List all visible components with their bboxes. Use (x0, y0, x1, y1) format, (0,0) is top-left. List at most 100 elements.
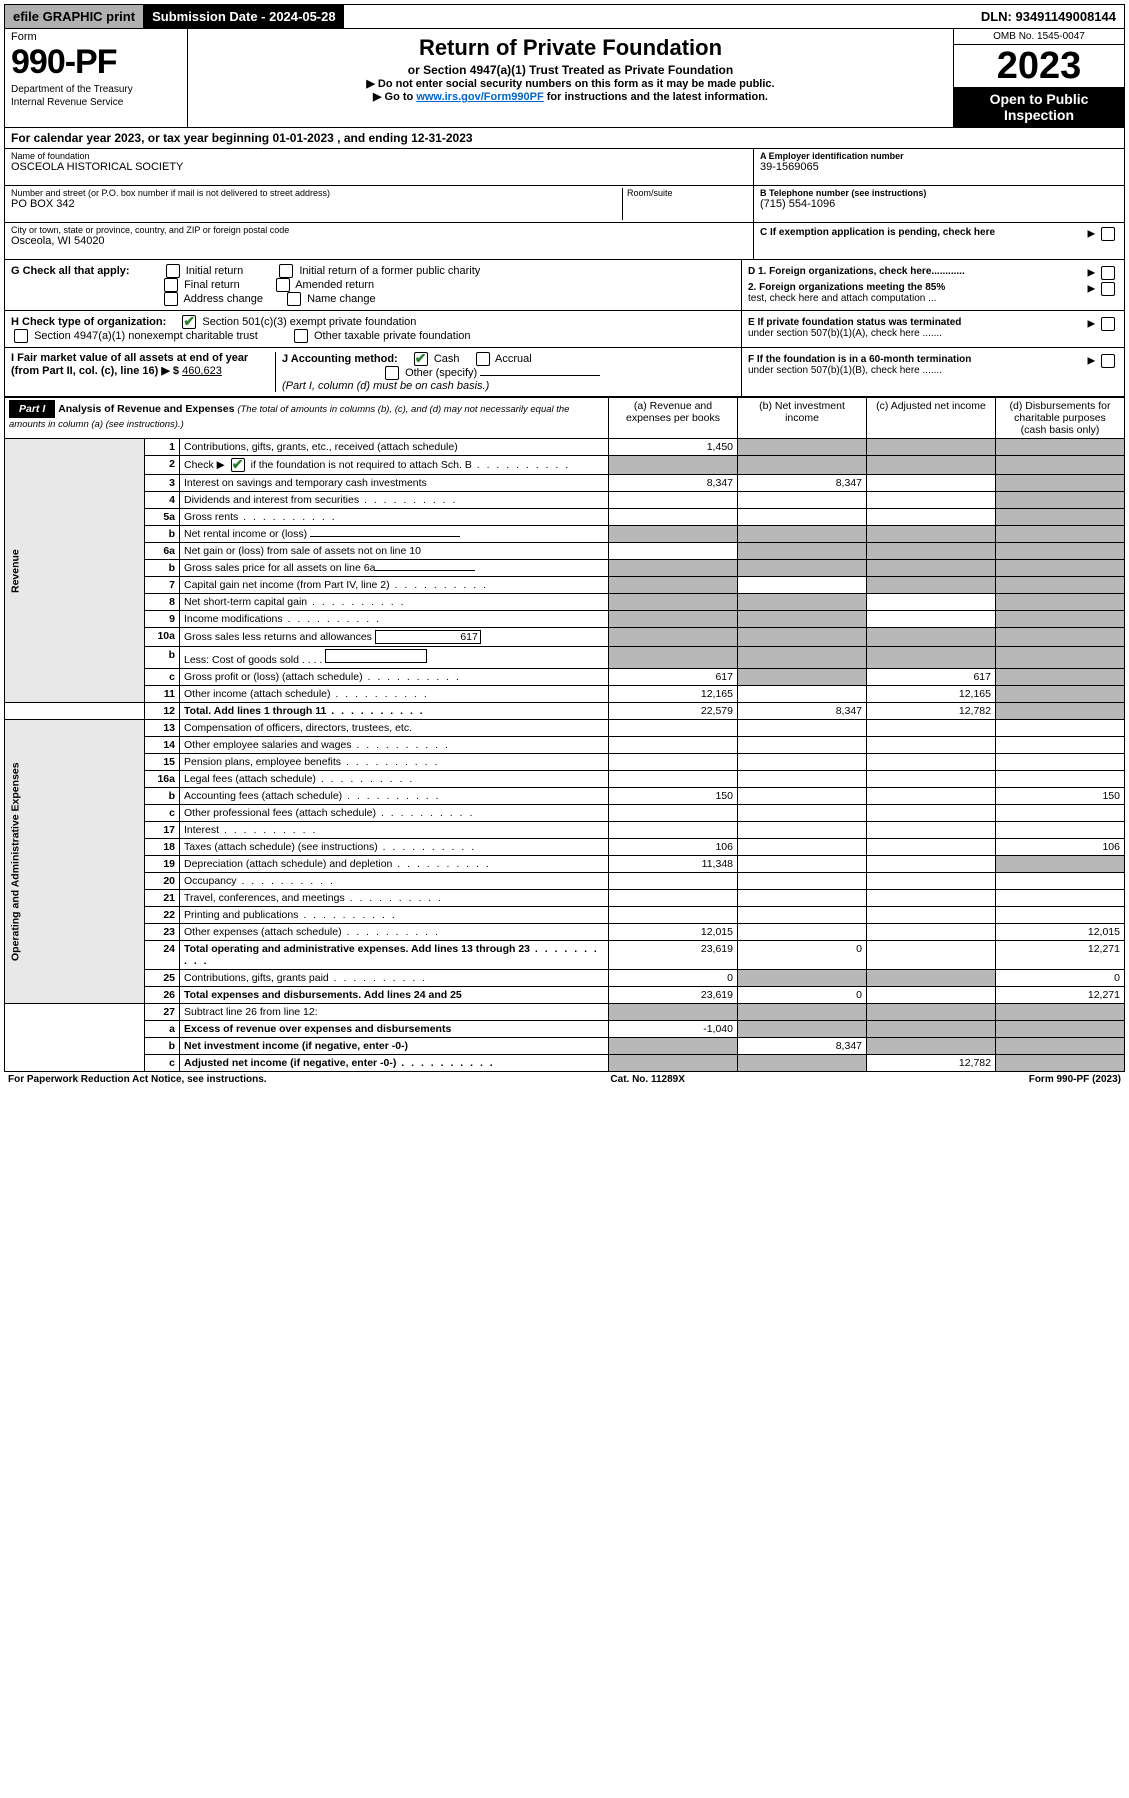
line26-d: 12,271 (996, 987, 1125, 1004)
line6b-desc: Gross sales price for all assets on line… (180, 560, 609, 577)
dln: DLN: 93491149008144 (973, 5, 1124, 28)
section-g-d: G Check all that apply: Initial return I… (4, 260, 1125, 311)
other-method-checkbox[interactable] (385, 366, 399, 380)
form-footer: Form 990-PF (2023) (1029, 1074, 1121, 1085)
foundation-info: Name of foundation OSCEOLA HISTORICAL SO… (4, 149, 1125, 260)
section-h-e: H Check type of organization: Section 50… (4, 311, 1125, 348)
line27b-b: 8,347 (738, 1038, 867, 1055)
city-cell: City or town, state or province, country… (5, 223, 753, 259)
cash-basis-note: (Part I, column (d) must be on cash basi… (282, 380, 489, 392)
line12-desc: Total. Add lines 1 through 11 (180, 703, 609, 720)
efile-print-button[interactable]: efile GRAPHIC print (5, 5, 144, 28)
line6a-desc: Net gain or (loss) from sale of assets n… (180, 543, 609, 560)
paperwork-notice: For Paperwork Reduction Act Notice, see … (8, 1074, 267, 1085)
calendar-year-line: For calendar year 2023, or tax year begi… (4, 128, 1125, 149)
507b1b-checkbox[interactable] (1101, 354, 1115, 368)
form-subtitle: or Section 4947(a)(1) Trust Treated as P… (192, 63, 949, 77)
irs-link[interactable]: www.irs.gov/Form990PF (416, 91, 543, 103)
line27c-c: 12,782 (867, 1055, 996, 1072)
city-state-zip: Osceola, WI 54020 (11, 235, 747, 247)
line7-desc: Capital gain net income (from Part IV, l… (180, 577, 609, 594)
goto-instr: ▶ Go to www.irs.gov/Form990PF for instru… (192, 90, 949, 103)
line16a-desc: Legal fees (attach schedule) (180, 771, 609, 788)
line19-desc: Depreciation (attach schedule) and deple… (180, 856, 609, 873)
dept-treasury: Department of the Treasury (11, 84, 181, 95)
line27-desc: Subtract line 26 from line 12: (180, 1004, 609, 1021)
other-taxable-checkbox[interactable] (294, 329, 308, 343)
line23-d: 12,015 (996, 924, 1125, 941)
irs: Internal Revenue Service (11, 97, 181, 108)
line27a-a: -1,040 (609, 1021, 738, 1038)
foreign-85-checkbox[interactable] (1101, 282, 1115, 296)
line25-a: 0 (609, 970, 738, 987)
line8-desc: Net short-term capital gain (180, 594, 609, 611)
part1-label: Part I (9, 400, 55, 418)
line16c-desc: Other professional fees (attach schedule… (180, 805, 609, 822)
line23-desc: Other expenses (attach schedule) (180, 924, 609, 941)
line10a-val: 617 (375, 630, 481, 644)
line4-desc: Dividends and interest from securities (180, 492, 609, 509)
submission-date: Submission Date - 2024-05-28 (144, 5, 344, 28)
ssn-warning: ▶ Do not enter social security numbers o… (192, 77, 949, 90)
line27c-desc: Adjusted net income (if negative, enter … (180, 1055, 609, 1072)
line27b-desc: Net investment income (if negative, ente… (180, 1038, 609, 1055)
line3-b: 8,347 (738, 475, 867, 492)
initial-return-former-checkbox[interactable] (279, 264, 293, 278)
foundation-name: OSCEOLA HISTORICAL SOCIETY (11, 161, 747, 173)
line11-c: 12,165 (867, 686, 996, 703)
line1-desc: Contributions, gifts, grants, etc., rece… (180, 439, 609, 456)
line11-desc: Other income (attach schedule) (180, 686, 609, 703)
omb-number: OMB No. 1545-0047 (954, 29, 1124, 45)
form-title: Return of Private Foundation (192, 35, 949, 61)
amended-return-checkbox[interactable] (276, 278, 290, 292)
line10a-desc: Gross sales less returns and allowances … (180, 628, 609, 647)
line3-desc: Interest on savings and temporary cash i… (180, 475, 609, 492)
cash-checkbox[interactable] (414, 352, 428, 366)
line18-a: 106 (609, 839, 738, 856)
foreign-org-checkbox[interactable] (1101, 266, 1115, 280)
final-return-checkbox[interactable] (164, 278, 178, 292)
col-c-header: (c) Adjusted net income (867, 398, 996, 439)
address-change-checkbox[interactable] (164, 292, 178, 306)
line26-desc: Total expenses and disbursements. Add li… (180, 987, 609, 1004)
line24-desc: Total operating and administrative expen… (180, 941, 609, 970)
header-left: Form 990-PF Department of the Treasury I… (5, 29, 188, 127)
schb-not-required-checkbox[interactable] (231, 458, 245, 472)
initial-return-checkbox[interactable] (166, 264, 180, 278)
501c3-checkbox[interactable] (182, 315, 196, 329)
part1-table: Part I Analysis of Revenue and Expenses … (4, 397, 1125, 1072)
line3-a: 8,347 (609, 475, 738, 492)
line24-a: 23,619 (609, 941, 738, 970)
line16b-a: 150 (609, 788, 738, 805)
4947a1-checkbox[interactable] (14, 329, 28, 343)
line13-desc: Compensation of officers, directors, tru… (180, 720, 609, 737)
line10b-desc: Less: Cost of goods sold . . . . (180, 647, 609, 669)
line2-desc: Check ▶ if the foundation is not require… (180, 456, 609, 475)
line21-desc: Travel, conferences, and meetings (180, 890, 609, 907)
line11-a: 12,165 (609, 686, 738, 703)
accrual-checkbox[interactable] (476, 352, 490, 366)
open-to-public: Open to Public Inspection (954, 87, 1124, 127)
section-i-j-f: I Fair market value of all assets at end… (4, 348, 1125, 397)
line25-desc: Contributions, gifts, grants paid (180, 970, 609, 987)
line22-desc: Printing and publications (180, 907, 609, 924)
line10c-desc: Gross profit or (loss) (attach schedule) (180, 669, 609, 686)
cat-no: Cat. No. 11289X (610, 1074, 684, 1085)
line26-b: 0 (738, 987, 867, 1004)
header-title-block: Return of Private Foundation or Section … (188, 29, 953, 127)
line12-b: 8,347 (738, 703, 867, 720)
507b1a-checkbox[interactable] (1101, 317, 1115, 331)
line18-d: 106 (996, 839, 1125, 856)
exemption-pending-checkbox[interactable] (1101, 227, 1115, 241)
line25-d: 0 (996, 970, 1125, 987)
name-change-checkbox[interactable] (287, 292, 301, 306)
line16b-d: 150 (996, 788, 1125, 805)
line26-a: 23,619 (609, 987, 738, 1004)
street-address: PO BOX 342 (11, 198, 622, 210)
room-suite-label: Room/suite (627, 188, 747, 198)
line14-desc: Other employee salaries and wages (180, 737, 609, 754)
g-label: G Check all that apply: (11, 265, 130, 277)
line19-a: 11,348 (609, 856, 738, 873)
expenses-label: Operating and Administrative Expenses (5, 720, 145, 1004)
form-word: Form (11, 31, 181, 43)
